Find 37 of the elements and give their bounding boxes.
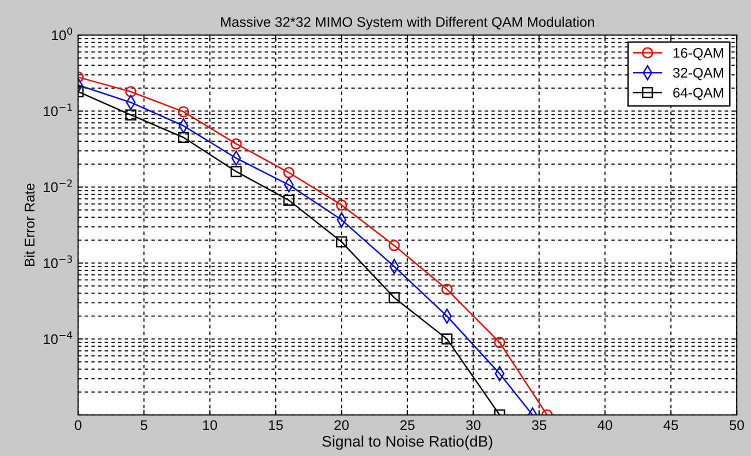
point xyxy=(388,240,400,252)
legend-label: 64-QAM xyxy=(673,88,724,100)
point xyxy=(230,138,242,150)
x-axis-title: Signal to Noise Ratio(dB) xyxy=(322,436,492,450)
point xyxy=(178,132,190,143)
y-tick-label: 10$^{−2}$ xyxy=(44,179,72,192)
y-tick-label: 10$^{−1}$ xyxy=(44,104,72,116)
point xyxy=(336,236,348,248)
x-tick-label: 20 xyxy=(334,420,349,430)
legend-label: 32-QAM xyxy=(673,68,724,80)
x-tick-label: 0 xyxy=(74,420,82,430)
y-tick-label: 10$^{−3}$ xyxy=(44,255,72,268)
point xyxy=(283,194,294,206)
x-tick-label: 10 xyxy=(203,420,218,430)
x-tick-label: 25 xyxy=(400,420,415,430)
y-tick-label: 10$^{−4}$ xyxy=(44,332,72,344)
y-tick-label: 10$^{0}$ xyxy=(52,28,72,40)
point xyxy=(441,333,452,345)
point xyxy=(125,109,136,120)
x-tick-label: 5 xyxy=(140,420,148,430)
x-tick-label: 15 xyxy=(269,420,283,430)
chart-title: Massive 32*32 MIMO System with Different QAM Modulation xyxy=(221,16,594,30)
point xyxy=(494,336,506,348)
x-tick-label: 30 xyxy=(466,420,480,430)
y-axis-title: Bit Error Rate xyxy=(24,184,35,266)
point xyxy=(441,284,452,295)
point xyxy=(283,167,294,178)
legend-label: 16-QAM xyxy=(674,48,724,60)
x-tick-label: 45 xyxy=(663,420,678,430)
point xyxy=(230,166,242,178)
x-tick-label: 40 xyxy=(598,420,612,430)
point xyxy=(178,106,190,118)
x-tick-label: 50 xyxy=(730,420,744,430)
point xyxy=(125,86,136,98)
point xyxy=(388,292,400,304)
point xyxy=(336,199,348,211)
x-tick-label: 35 xyxy=(532,420,546,430)
